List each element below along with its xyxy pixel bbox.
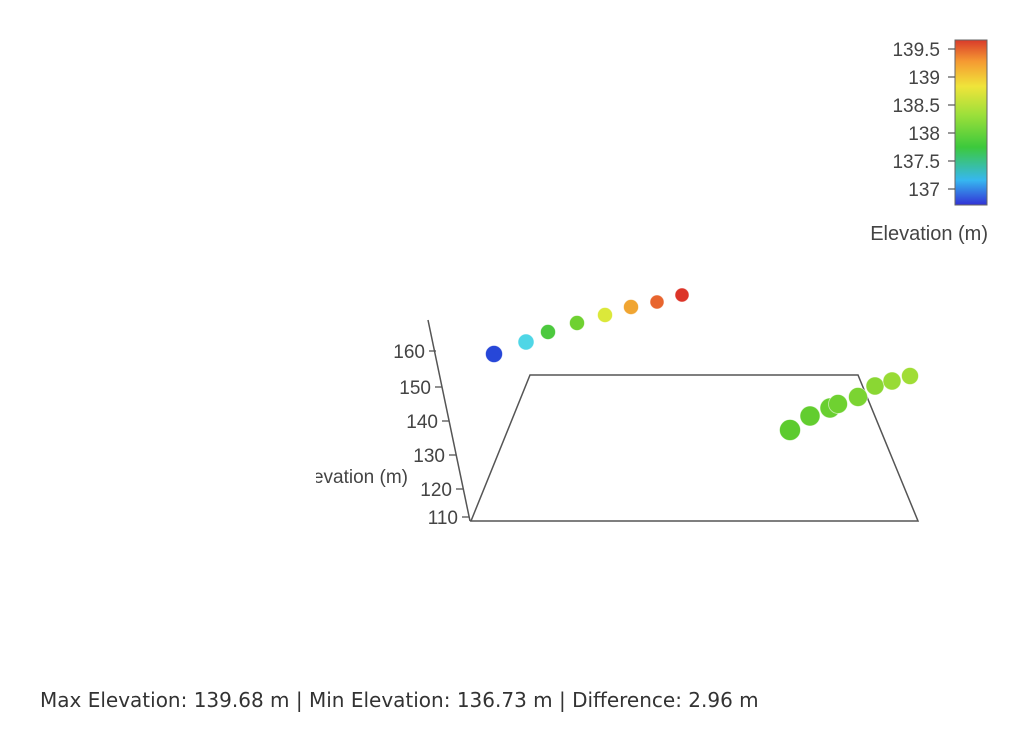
z-tick-label-120: 120 [420, 480, 452, 501]
data-point [540, 324, 556, 340]
scene-floor-plane [469, 374, 920, 522]
z-tick-label-150: 150 [399, 378, 431, 399]
data-point [485, 345, 503, 363]
z-tick-label-160: 160 [393, 342, 425, 363]
z-tick-label-140: 140 [406, 412, 438, 433]
colorbar-gradient [954, 39, 988, 206]
data-point [517, 333, 535, 351]
colorbar-ticks: 137 137.5 138 138.5 139 139.5 [892, 40, 955, 201]
colorbar-tick-label: 138.5 [892, 96, 940, 117]
data-point [649, 294, 665, 310]
elevation-summary: Max Elevation: 139.68 m | Min Elevation:… [40, 688, 759, 712]
data-point [779, 419, 801, 441]
data-point [865, 376, 885, 396]
z-tick-label-130: 130 [413, 446, 445, 467]
z-axis-ticks: 110 120 130 140 150 160 [393, 342, 469, 529]
z-tick-label-110: 110 [428, 508, 458, 529]
colorbar-tick-label: 138 [908, 124, 940, 145]
data-point [848, 387, 868, 407]
data-point [674, 287, 690, 303]
data-points [485, 287, 919, 441]
data-point [623, 299, 639, 315]
colorbar-tick-label: 137 [908, 180, 940, 201]
colorbar-tick-label: 137.5 [892, 152, 940, 173]
colorbar-title: Elevation (m) [870, 223, 988, 245]
data-point [901, 367, 919, 385]
data-point [828, 394, 848, 414]
z-axis-title: Elevation (m) [296, 467, 408, 488]
data-point [882, 371, 902, 391]
data-point [799, 405, 821, 427]
data-point [569, 315, 585, 331]
data-point [597, 307, 613, 323]
colorbar-tick-label: 139 [908, 68, 940, 89]
colorbar-tick-label: 139.5 [892, 40, 940, 61]
z-axis-title-clip [0, 455, 316, 495]
